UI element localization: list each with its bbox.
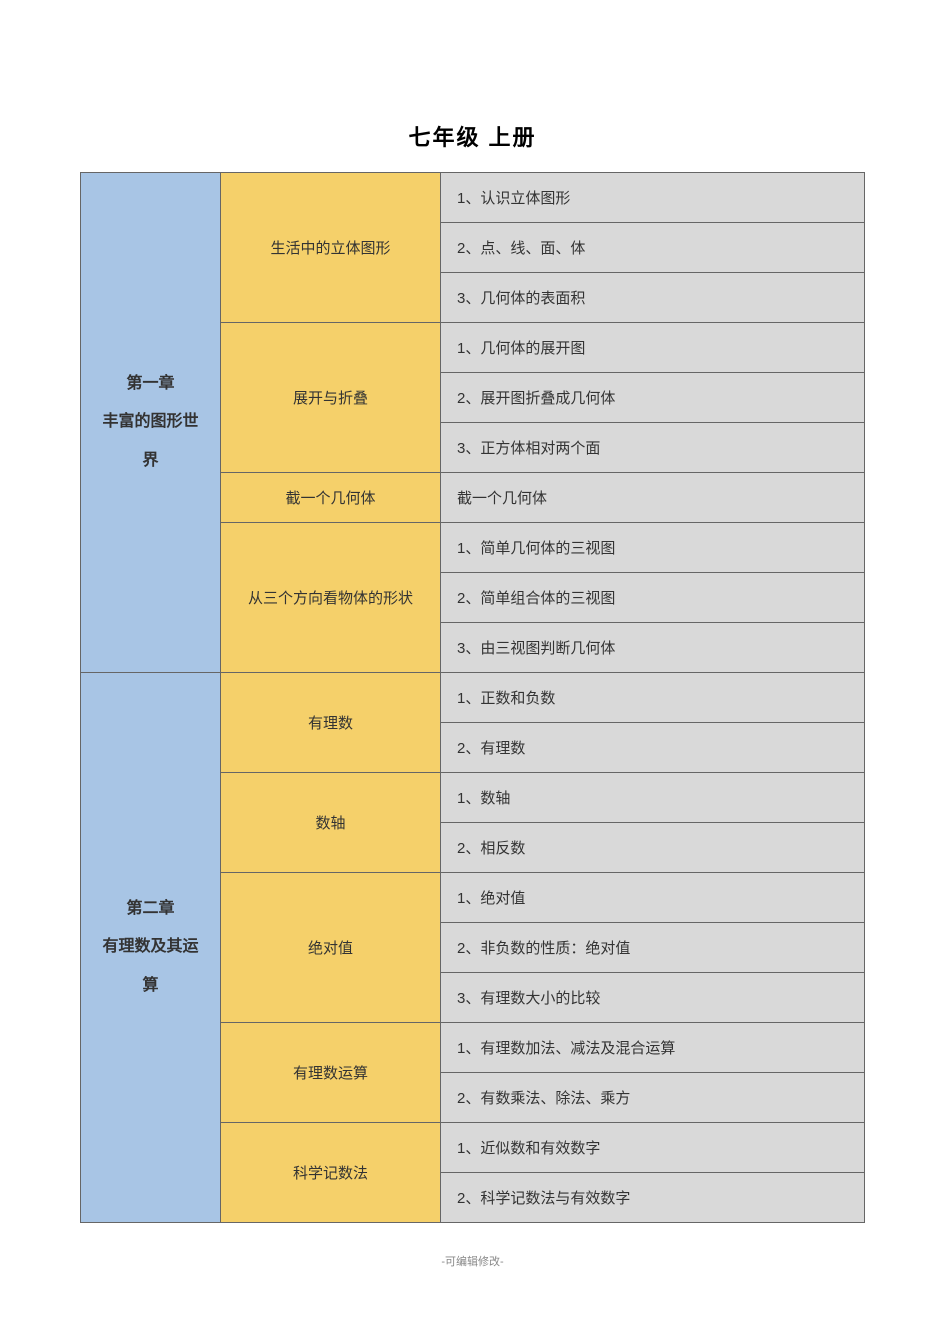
item-cell: 3、几何体的表面积 <box>441 273 865 323</box>
section-cell: 截一个几何体 <box>221 473 441 523</box>
section-cell: 科学记数法 <box>221 1123 441 1223</box>
section-cell: 生活中的立体图形 <box>221 173 441 323</box>
chapter-cell: 第二章有理数及其运算 <box>81 673 221 1223</box>
item-cell: 2、科学记数法与有效数字 <box>441 1173 865 1223</box>
item-cell: 1、有理数加法、减法及混合运算 <box>441 1023 865 1073</box>
item-cell: 3、有理数大小的比较 <box>441 973 865 1023</box>
table-row: 第一章丰富的图形世界生活中的立体图形1、认识立体图形 <box>81 173 865 223</box>
item-cell: 1、几何体的展开图 <box>441 323 865 373</box>
chapter-title-line: 算 <box>89 967 212 1005</box>
section-cell: 有理数运算 <box>221 1023 441 1123</box>
item-cell: 2、展开图折叠成几何体 <box>441 373 865 423</box>
outline-table: 第一章丰富的图形世界生活中的立体图形1、认识立体图形2、点、线、面、体3、几何体… <box>80 172 865 1223</box>
item-cell: 2、简单组合体的三视图 <box>441 573 865 623</box>
item-cell: 1、简单几何体的三视图 <box>441 523 865 573</box>
item-cell: 1、近似数和有效数字 <box>441 1123 865 1173</box>
section-cell: 绝对值 <box>221 873 441 1023</box>
chapter-title-line: 第二章 <box>89 890 212 928</box>
item-cell: 1、绝对值 <box>441 873 865 923</box>
item-cell: 截一个几何体 <box>441 473 865 523</box>
item-cell: 2、有数乘法、除法、乘方 <box>441 1073 865 1123</box>
item-cell: 3、由三视图判断几何体 <box>441 623 865 673</box>
section-cell: 展开与折叠 <box>221 323 441 473</box>
section-cell: 数轴 <box>221 773 441 873</box>
item-cell: 3、正方体相对两个面 <box>441 423 865 473</box>
item-cell: 1、数轴 <box>441 773 865 823</box>
chapter-title-line: 界 <box>89 442 212 480</box>
chapter-cell: 第一章丰富的图形世界 <box>81 173 221 673</box>
item-cell: 2、相反数 <box>441 823 865 873</box>
page-footer: -可编辑修改- <box>80 1253 865 1269</box>
section-cell: 有理数 <box>221 673 441 773</box>
item-cell: 2、有理数 <box>441 723 865 773</box>
chapter-title-line: 有理数及其运 <box>89 928 212 966</box>
chapter-title-line: 丰富的图形世 <box>89 403 212 441</box>
page-title: 七年级 上册 <box>80 120 865 152</box>
table-row: 第二章有理数及其运算有理数1、正数和负数 <box>81 673 865 723</box>
item-cell: 1、正数和负数 <box>441 673 865 723</box>
chapter-title-line: 第一章 <box>89 365 212 403</box>
item-cell: 2、点、线、面、体 <box>441 223 865 273</box>
item-cell: 2、非负数的性质：绝对值 <box>441 923 865 973</box>
item-cell: 1、认识立体图形 <box>441 173 865 223</box>
section-cell: 从三个方向看物体的形状 <box>221 523 441 673</box>
